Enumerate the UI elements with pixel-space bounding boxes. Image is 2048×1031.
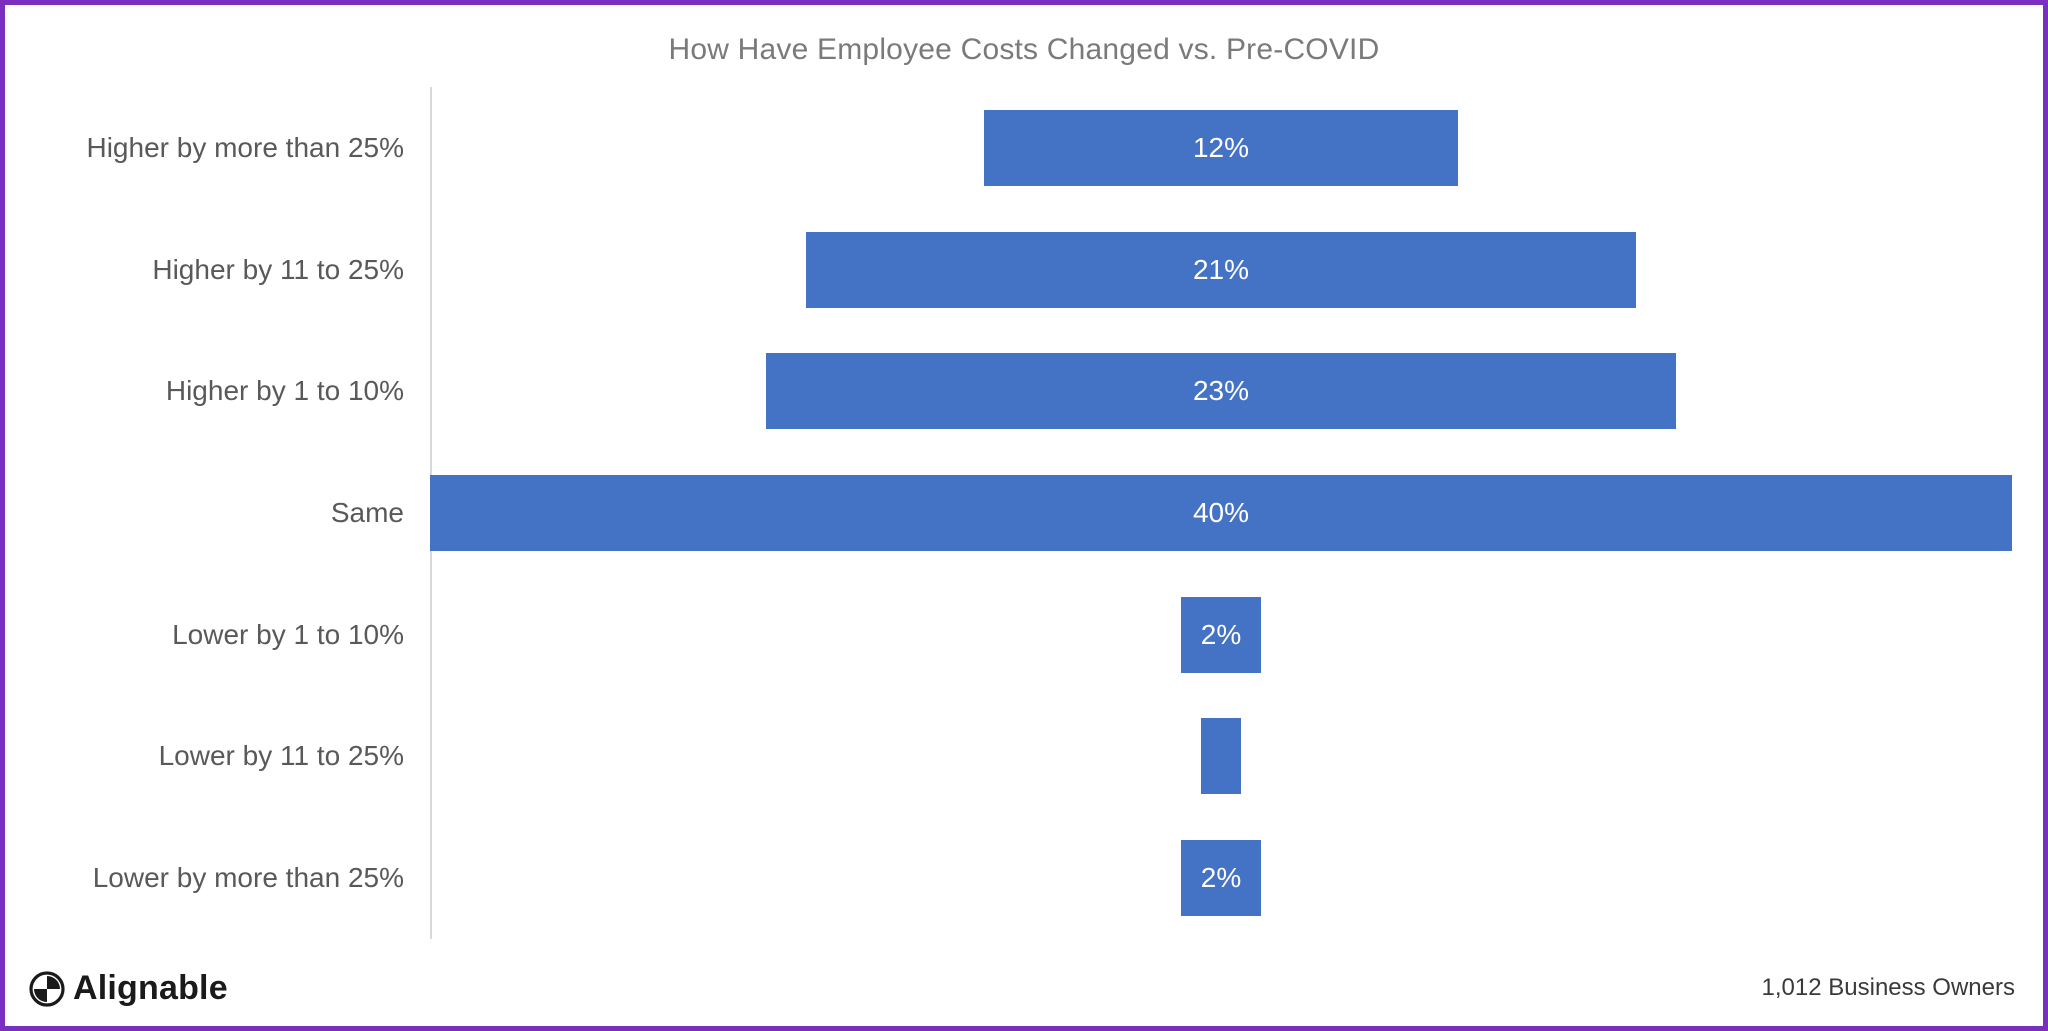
category-label: Higher by 11 to 25% bbox=[152, 254, 430, 286]
bar-value-label: 2% bbox=[1201, 862, 1241, 894]
category-label: Higher by more than 25% bbox=[86, 132, 430, 164]
bar bbox=[1201, 718, 1241, 794]
bar: 23% bbox=[766, 353, 1676, 429]
category-label: Same bbox=[331, 497, 430, 529]
bar-row: Lower by 11 to 25% bbox=[430, 718, 2012, 794]
bar: 12% bbox=[984, 110, 1459, 186]
brand-name: Alignable bbox=[73, 969, 228, 1008]
bar-value-label: 40% bbox=[1193, 497, 1249, 529]
chart-frame: How Have Employee Costs Changed vs. Pre-… bbox=[0, 0, 2048, 1031]
bar: 2% bbox=[1181, 840, 1260, 916]
bar-value-label: 2% bbox=[1201, 619, 1241, 651]
plot-area: Higher by more than 25%12% Higher by 11 t… bbox=[430, 87, 2012, 939]
category-label: Higher by 1 to 10% bbox=[166, 375, 430, 407]
bar-row: Lower by 1 to 10%2% bbox=[430, 597, 2012, 673]
bar: 21% bbox=[806, 232, 1637, 308]
alignable-logo-icon bbox=[29, 971, 65, 1007]
sample-size-text: 1,012 Business Owners bbox=[1762, 974, 2015, 1002]
bar-value-label: 23% bbox=[1193, 375, 1249, 407]
bar-row: Higher by more than 25%12% bbox=[430, 110, 2012, 186]
bar-row: Higher by 11 to 25%21% bbox=[430, 232, 2012, 308]
category-label: Lower by 1 to 10% bbox=[172, 619, 430, 651]
bar-row: Same40% bbox=[430, 475, 2012, 551]
bar: 40% bbox=[430, 475, 2012, 551]
bar-value-label: 21% bbox=[1193, 254, 1249, 286]
brand: Alignable bbox=[29, 969, 228, 1008]
bar-value-label: 12% bbox=[1193, 132, 1249, 164]
bar-row: Higher by 1 to 10%23% bbox=[430, 353, 2012, 429]
category-label: Lower by more than 25% bbox=[93, 862, 430, 894]
footer: Alignable 1,012 Business Owners bbox=[5, 958, 2043, 1008]
chart-title: How Have Employee Costs Changed vs. Pre-… bbox=[5, 33, 2043, 67]
category-label: Lower by 11 to 25% bbox=[159, 740, 430, 772]
bar-row: Lower by more than 25%2% bbox=[430, 840, 2012, 916]
bar: 2% bbox=[1181, 597, 1260, 673]
